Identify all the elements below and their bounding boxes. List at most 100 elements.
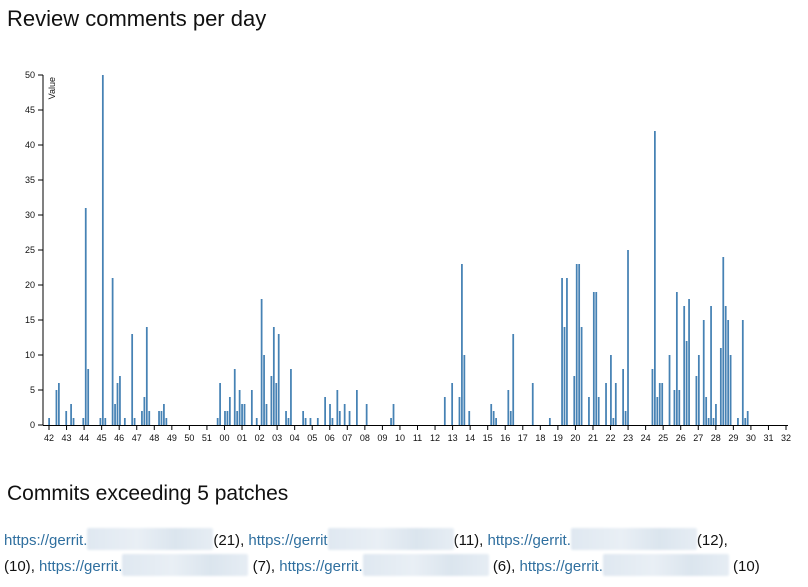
commit-item: (10) — [733, 558, 760, 575]
bar — [65, 411, 68, 425]
bar — [158, 411, 160, 425]
x-tick-label: 30 — [746, 433, 756, 443]
bar — [123, 418, 126, 425]
bar — [548, 418, 551, 425]
bar — [563, 327, 566, 425]
bar — [673, 390, 676, 425]
bar — [70, 404, 72, 425]
commit-link[interactable]: https://gerrit. — [519, 558, 603, 575]
y-axis-label: Value — [47, 77, 57, 99]
bar — [87, 369, 90, 425]
commit-patch-count: (11) — [453, 532, 480, 549]
bar — [336, 390, 339, 425]
x-tick-label: 47 — [132, 433, 142, 443]
x-tick-label: 22 — [606, 433, 616, 443]
bar — [101, 75, 104, 425]
y-tick-label: 35 — [25, 175, 35, 185]
bar — [160, 411, 163, 425]
bar — [741, 320, 744, 425]
bar — [685, 341, 688, 425]
bar — [492, 411, 495, 425]
bar — [683, 306, 686, 425]
x-tick-label: 20 — [570, 433, 580, 443]
y-tick-label: 5 — [30, 385, 35, 395]
x-tick-label: 18 — [535, 433, 545, 443]
bar — [490, 404, 493, 425]
bar — [695, 376, 698, 425]
x-tick-label: 42 — [44, 433, 54, 443]
bar — [277, 334, 280, 425]
x-tick-label: 01 — [237, 433, 247, 443]
bar — [737, 418, 739, 425]
x-tick-label: 14 — [465, 433, 475, 443]
x-tick-label: 28 — [711, 433, 721, 443]
x-tick-label: 00 — [219, 433, 229, 443]
bar — [343, 404, 346, 425]
redacted-url-segment — [122, 554, 249, 576]
y-tick-label: 10 — [25, 350, 35, 360]
x-tick-label: 02 — [255, 433, 265, 443]
bar — [597, 397, 600, 425]
bar — [243, 404, 246, 425]
x-tick-label: 12 — [430, 433, 440, 443]
bar — [116, 383, 119, 425]
commit-patch-count: (6) — [492, 558, 512, 575]
redacted-url-segment — [570, 528, 697, 550]
bar — [531, 383, 534, 425]
bar — [612, 418, 615, 425]
x-tick-label: 08 — [360, 433, 370, 443]
commit-patch-count: (12) — [696, 532, 724, 549]
bar — [651, 369, 654, 425]
bar — [302, 411, 305, 425]
redacted-url-segment — [327, 528, 454, 550]
commit-link[interactable]: https://gerrit. — [4, 532, 88, 549]
bar — [84, 208, 87, 425]
bar — [705, 397, 708, 425]
bar — [48, 418, 50, 425]
bar — [595, 292, 598, 425]
x-tick-label: 07 — [342, 433, 352, 443]
bar — [610, 355, 612, 425]
bar — [678, 390, 681, 425]
bar — [224, 411, 226, 425]
x-tick-label: 23 — [623, 433, 633, 443]
bar — [688, 299, 690, 425]
bar — [260, 299, 263, 425]
bar — [338, 411, 341, 425]
x-tick-label: 10 — [395, 433, 405, 443]
commit-item: (7), https://gerrit. — [252, 554, 489, 576]
bar — [99, 418, 102, 425]
y-tick-label: 50 — [25, 70, 35, 80]
bar — [163, 404, 165, 425]
bar — [566, 278, 568, 425]
x-tick-label: 31 — [763, 433, 773, 443]
bar — [348, 411, 351, 425]
bar — [148, 411, 151, 425]
bar — [575, 264, 578, 425]
bar — [719, 348, 722, 425]
commit-link[interactable]: https://gerrit. — [279, 558, 363, 575]
commit-link[interactable]: https://gerrit. — [39, 558, 123, 575]
x-tick-label: 19 — [553, 433, 563, 443]
bar — [228, 397, 231, 425]
bar — [233, 369, 236, 425]
commit-item: https://gerrit. (21), — [4, 528, 248, 550]
x-tick-label: 46 — [114, 433, 124, 443]
bar — [724, 306, 727, 425]
commit-patch-count: (10) — [733, 558, 760, 575]
bar — [263, 355, 265, 425]
bar — [654, 131, 656, 425]
bar — [392, 404, 395, 425]
bar — [72, 418, 75, 425]
bar — [255, 418, 258, 425]
bar — [461, 264, 463, 425]
bar — [658, 383, 661, 425]
bar — [561, 278, 563, 425]
x-tick-label: 51 — [202, 433, 212, 443]
bar — [287, 418, 290, 425]
x-tick-label: 24 — [641, 433, 651, 443]
commit-link[interactable]: https://gerrit. — [487, 532, 571, 549]
commit-patch-count: (7) — [252, 558, 271, 575]
commit-link[interactable]: https://gerrit — [248, 532, 328, 549]
bar — [622, 369, 624, 425]
